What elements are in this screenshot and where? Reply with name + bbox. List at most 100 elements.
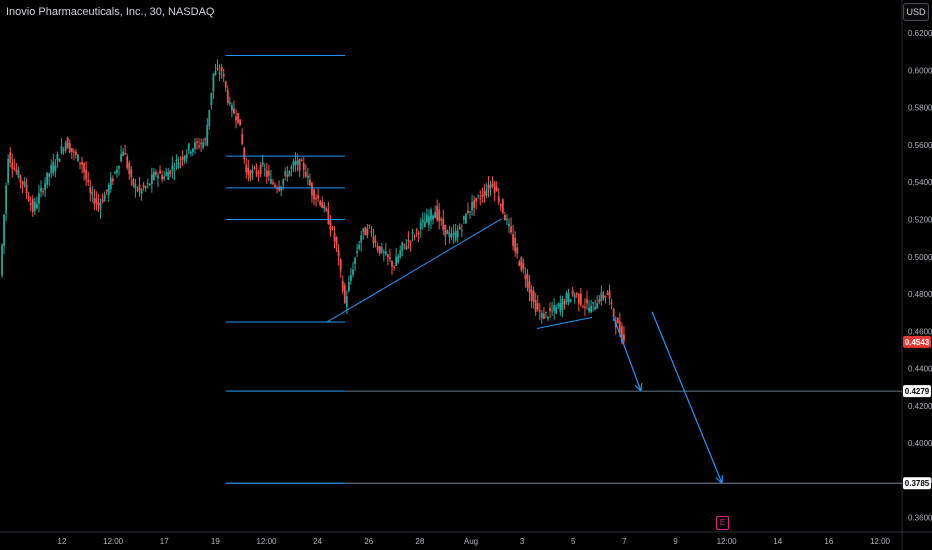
candle-body — [1, 244, 3, 276]
candle-body — [91, 192, 94, 195]
earnings-marker[interactable]: E — [716, 516, 729, 530]
candle-body — [616, 317, 619, 324]
candle-body — [477, 195, 480, 197]
candle-body — [610, 302, 613, 304]
candle-body — [148, 183, 151, 185]
candle-body — [532, 291, 535, 303]
candle-body — [50, 165, 53, 174]
candle-body — [253, 167, 256, 169]
candle-body — [623, 334, 625, 341]
candle-body — [366, 228, 369, 236]
candle-body — [274, 184, 276, 187]
candle-body — [222, 74, 225, 77]
candle-body — [116, 169, 118, 174]
candle-body — [202, 142, 205, 148]
candle-body — [557, 303, 560, 307]
candle-body — [450, 233, 453, 238]
candle-body — [479, 198, 482, 200]
x-tick-label: 16 — [824, 537, 833, 546]
candle-body — [600, 291, 603, 302]
candle-body — [467, 211, 469, 214]
candle-body — [179, 158, 182, 160]
candle-body — [508, 223, 510, 227]
candle-body — [448, 232, 451, 238]
candle-body — [163, 176, 166, 179]
candle-body — [196, 141, 198, 144]
candle-body — [569, 299, 572, 303]
candle-body — [183, 156, 186, 162]
candle-body — [308, 179, 311, 186]
candle-body — [38, 193, 40, 204]
candle-body — [335, 237, 338, 246]
candle-body — [152, 172, 155, 180]
candle-body — [553, 305, 556, 311]
candle-body — [545, 311, 547, 313]
candle-body — [397, 256, 400, 263]
candle-body — [259, 165, 262, 175]
candle-body — [245, 164, 248, 173]
candle-body — [142, 184, 145, 188]
y-tick-label: 0.5200 — [908, 215, 932, 224]
candle-body — [128, 162, 131, 174]
candle-body — [52, 162, 55, 174]
candle-body — [241, 134, 244, 145]
candle-body — [210, 92, 213, 106]
candle-body — [280, 186, 283, 191]
candle-body — [23, 181, 26, 186]
x-tick-label: 5 — [571, 537, 576, 546]
candle-body — [489, 184, 492, 188]
candle-body — [13, 167, 16, 169]
projection-arrow — [612, 315, 642, 392]
candle-body — [315, 198, 317, 200]
candle-body — [132, 178, 135, 186]
candle-body — [282, 179, 285, 185]
candle-body — [522, 263, 525, 269]
y-tick-label: 0.4600 — [908, 327, 932, 336]
candle-body — [247, 167, 250, 176]
candle-body — [606, 292, 609, 295]
candle-body — [432, 215, 434, 220]
candle-body — [44, 183, 47, 191]
candle-body — [206, 124, 209, 146]
y-tick-label: 0.5800 — [908, 104, 932, 113]
candle-body — [40, 187, 42, 192]
candle-body — [87, 179, 90, 183]
trend-line — [326, 218, 503, 323]
candle-body — [251, 170, 254, 173]
candle-body — [56, 153, 59, 160]
candle-body — [483, 191, 486, 196]
candle-body — [189, 151, 192, 154]
candle-body — [3, 214, 5, 246]
candle-body — [503, 214, 506, 221]
candle-body — [526, 273, 529, 288]
candle-body — [378, 246, 381, 254]
candle-body — [134, 184, 137, 189]
y-tick-label: 0.6200 — [908, 29, 932, 38]
candle-body — [120, 154, 122, 162]
candle-body — [99, 202, 102, 210]
candle-body — [423, 221, 426, 228]
price-label-text: 0.4543 — [905, 338, 930, 347]
currency-button[interactable]: USD — [903, 3, 929, 21]
candle-body — [138, 184, 141, 191]
candle-body — [224, 81, 227, 88]
candle-body — [413, 236, 416, 238]
candle-body — [118, 166, 120, 169]
candle-body — [510, 226, 512, 233]
candle-body — [421, 219, 424, 223]
candle-body — [140, 189, 143, 195]
candle-body — [272, 182, 274, 184]
candle-body — [300, 160, 303, 162]
price-label-text: 0.4279 — [905, 387, 930, 396]
candle-body — [185, 153, 188, 159]
candle-body — [602, 294, 605, 299]
candle-body — [255, 170, 258, 174]
candle-body — [407, 240, 410, 242]
candle-body — [79, 162, 81, 164]
candle-body — [382, 251, 385, 253]
candle-body — [559, 303, 562, 312]
candle-body — [249, 170, 252, 179]
x-tick-label: 9 — [673, 537, 678, 546]
candle-body — [571, 290, 574, 295]
